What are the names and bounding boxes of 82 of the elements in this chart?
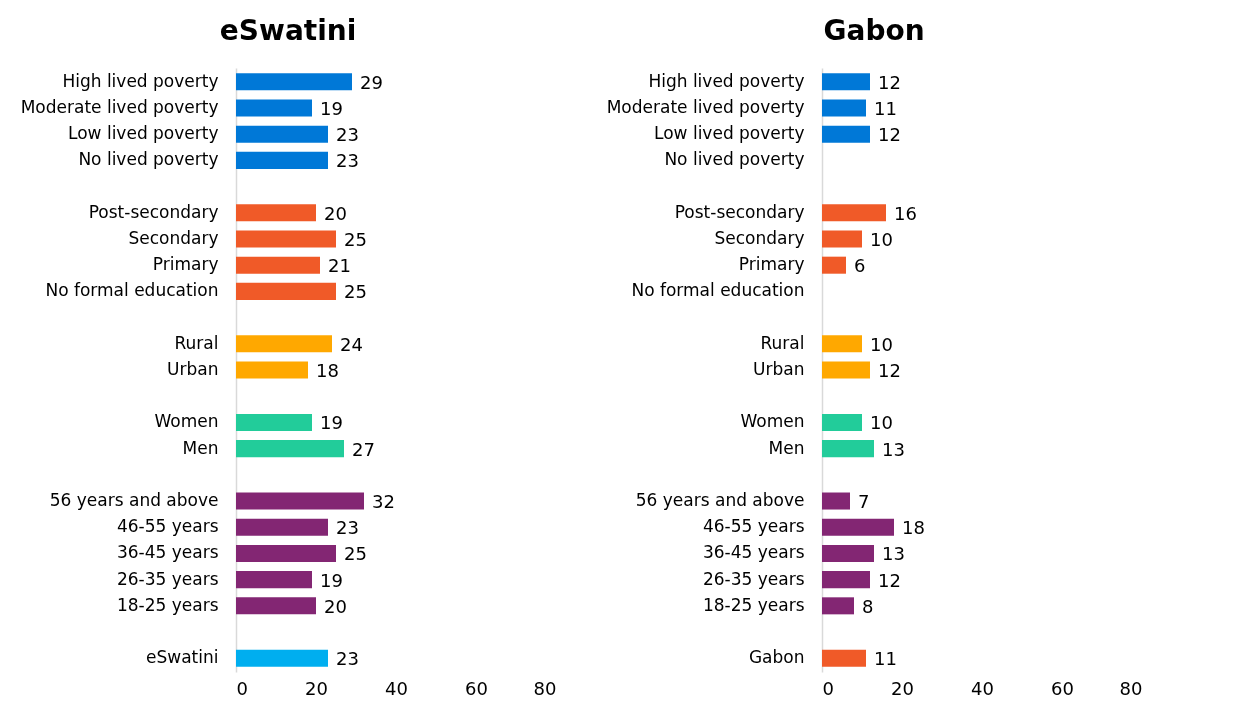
- x-tick-label: 60: [1051, 677, 1074, 699]
- data-label: 13: [882, 543, 905, 565]
- y-tick-label: 18-25 years: [116, 594, 219, 615]
- x-tick-label: 80: [1119, 677, 1143, 699]
- y-tick-label: 56 years and above: [49, 490, 219, 511]
- data-label: 23: [336, 648, 359, 670]
- data-label: 23: [336, 150, 359, 172]
- x-tick-label: 20: [891, 677, 914, 699]
- y-tick-label: Primary: [738, 254, 805, 275]
- y-tick-label: Women: [154, 411, 219, 432]
- chart-title: Gabon: [823, 14, 925, 47]
- y-tick-label: Men: [768, 437, 805, 458]
- data-label: 12: [878, 569, 901, 591]
- data-label: 29: [360, 71, 383, 93]
- data-label: 18: [316, 360, 339, 381]
- y-tick-label: 36-45 years: [116, 542, 219, 563]
- data-label: 25: [344, 281, 367, 303]
- x-tick-label: 0: [236, 677, 248, 699]
- x-tick-label: 20: [305, 677, 328, 699]
- data-label: 8: [862, 595, 874, 617]
- y-tick-label: Low lived poverty: [68, 123, 219, 144]
- data-label: 24: [340, 333, 363, 355]
- data-label: 10: [870, 333, 893, 355]
- y-tick-label: Urban: [167, 359, 219, 379]
- data-label: 13: [882, 438, 905, 460]
- data-label: 25: [344, 543, 367, 565]
- data-label: 10: [870, 412, 893, 434]
- data-label: 23: [336, 517, 359, 539]
- y-tick-label: eSwatini: [146, 647, 219, 668]
- y-tick-label: Gabon: [748, 647, 805, 668]
- data-label: 12: [878, 71, 901, 93]
- y-tick-label: Rural: [174, 332, 219, 353]
- data-label: 19: [320, 97, 343, 119]
- y-tick-label: Low lived poverty: [654, 123, 805, 144]
- y-tick-label: High lived poverty: [648, 70, 805, 91]
- x-tick-label: 60: [465, 677, 488, 699]
- y-tick-label: Primary: [152, 254, 219, 275]
- data-label: 20: [324, 595, 347, 617]
- y-tick-label: Rural: [760, 332, 805, 353]
- data-label: 21: [328, 255, 351, 277]
- data-label: 16: [894, 202, 917, 224]
- data-label: 7: [858, 491, 870, 513]
- y-tick-label: No lived poverty: [664, 149, 805, 170]
- y-tick-label: 46-55 years: [116, 516, 219, 537]
- y-tick-label: Secondary: [714, 227, 805, 248]
- y-tick-label: Moderate lived poverty: [20, 96, 219, 117]
- chart-title: eSwatini: [219, 14, 357, 47]
- y-tick-label: No formal education: [631, 280, 805, 301]
- data-label: 12: [878, 124, 901, 146]
- y-tick-label: No formal education: [45, 280, 219, 301]
- y-tick-label: Women: [740, 411, 805, 432]
- y-tick-label: Moderate lived poverty: [606, 96, 805, 117]
- data-label: 23: [336, 124, 359, 146]
- y-tick-label: 56 years and above: [635, 490, 805, 511]
- data-label: 25: [344, 228, 367, 250]
- y-tick-label: No lived poverty: [78, 149, 219, 170]
- x-tick-label: 40: [971, 677, 994, 699]
- x-tick-label: 0: [822, 677, 834, 699]
- y-tick-label: 26-35 years: [116, 568, 219, 589]
- data-label: 32: [372, 491, 395, 513]
- data-label: 10: [870, 228, 893, 250]
- y-tick-label: Post-secondary: [674, 201, 805, 222]
- y-tick-label: Post-secondary: [88, 201, 219, 222]
- y-tick-label: Urban: [753, 359, 805, 379]
- data-label: 19: [320, 569, 343, 591]
- y-tick-label: 18-25 years: [702, 594, 805, 615]
- data-label: 18: [902, 517, 925, 539]
- y-tick-label: 26-35 years: [702, 568, 805, 589]
- y-tick-label: High lived poverty: [62, 70, 219, 91]
- data-label: 6: [854, 255, 866, 277]
- y-tick-label: Secondary: [128, 227, 219, 248]
- x-tick-label: 40: [385, 677, 408, 699]
- data-label: 20: [324, 202, 347, 224]
- y-tick-label: 36-45 years: [702, 542, 805, 563]
- data-label: 11: [874, 648, 897, 670]
- y-tick-label: Men: [182, 437, 219, 458]
- data-label: 19: [320, 412, 343, 434]
- x-tick-label: 80: [533, 677, 557, 699]
- data-label: 12: [878, 360, 901, 381]
- y-tick-label: 46-55 years: [702, 516, 805, 537]
- data-label: 27: [352, 438, 375, 460]
- data-label: 11: [874, 97, 897, 119]
